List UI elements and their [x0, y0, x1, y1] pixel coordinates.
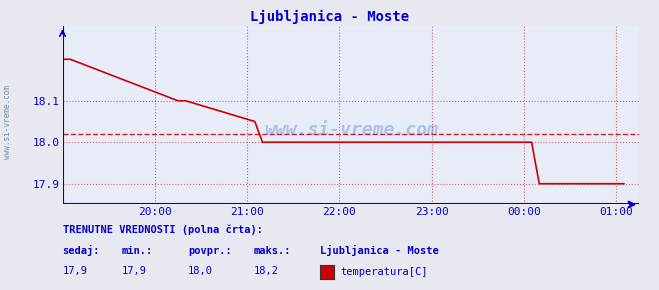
Text: www.si-vreme.com: www.si-vreme.com [3, 85, 13, 159]
Text: temperatura[C]: temperatura[C] [341, 267, 428, 277]
Text: 17,9: 17,9 [63, 266, 88, 276]
Text: povpr.:: povpr.: [188, 246, 231, 256]
Text: www.si-vreme.com: www.si-vreme.com [264, 121, 438, 139]
Text: sedaj:: sedaj: [63, 245, 100, 256]
Text: 17,9: 17,9 [122, 266, 147, 276]
Text: maks.:: maks.: [254, 246, 291, 256]
Text: Ljubljanica - Moste: Ljubljanica - Moste [320, 245, 438, 256]
Text: min.:: min.: [122, 246, 153, 256]
Text: 18,0: 18,0 [188, 266, 213, 276]
Text: 18,2: 18,2 [254, 266, 279, 276]
Text: Ljubljanica - Moste: Ljubljanica - Moste [250, 10, 409, 24]
Text: TRENUTNE VREDNOSTI (polna črta):: TRENUTNE VREDNOSTI (polna črta): [63, 225, 262, 235]
